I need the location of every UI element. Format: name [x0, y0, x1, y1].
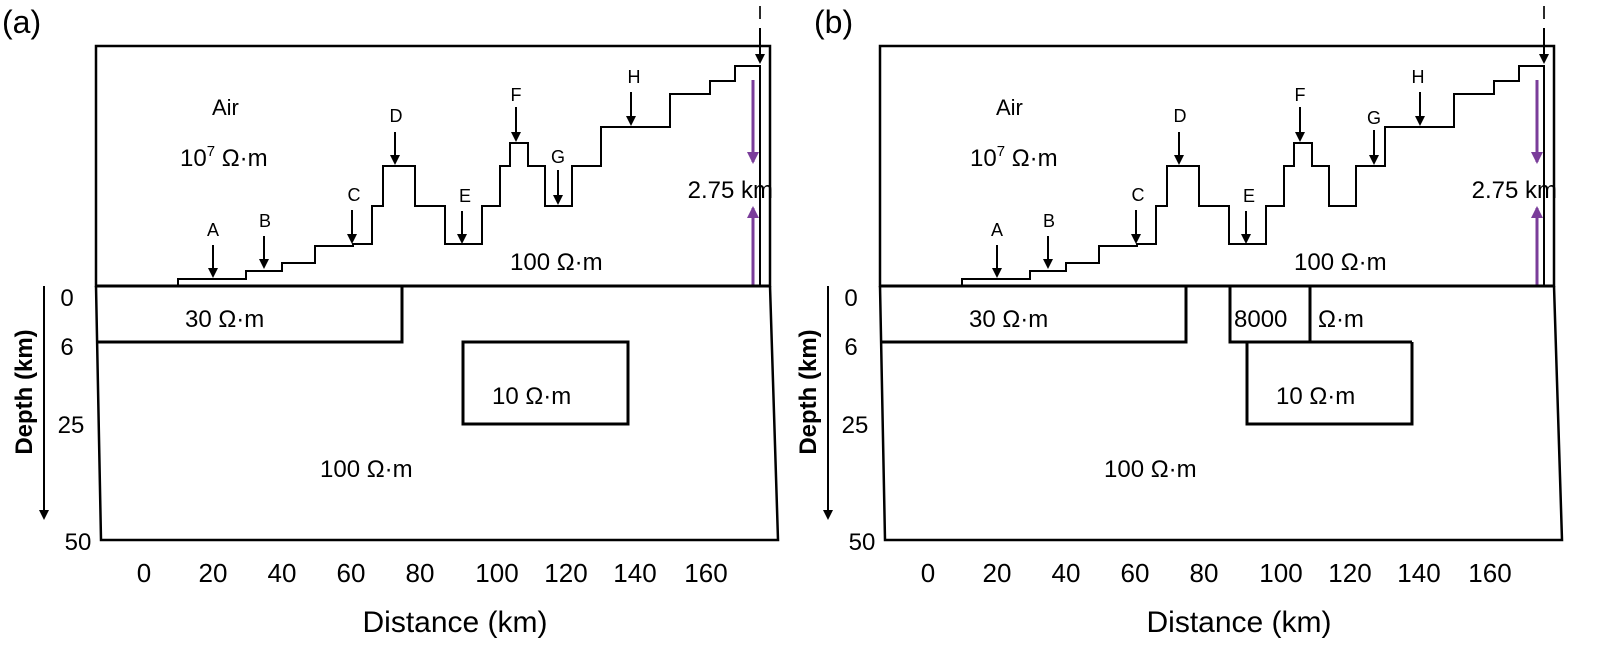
panel-b-depth-label: Depth (km): [795, 329, 822, 454]
station-c-label: C: [348, 185, 361, 205]
panel-a-depth-tick-25: 25: [58, 412, 85, 439]
station-a-label: A: [991, 220, 1003, 240]
panel-a-x-label: Distance (km): [362, 606, 547, 639]
panel-b-upper-resistivity: 100 Ω·m: [1294, 249, 1387, 276]
panel-a-x-ticks: 0 20 40 60 80 100 120 140 160: [137, 558, 728, 588]
panel-b-x-tick: 20: [983, 558, 1012, 588]
panel-b-depth-tick-25: 25: [842, 412, 869, 439]
panel-b-x-tick: 140: [1397, 558, 1440, 588]
panel-a-depth-tick-0: 0: [60, 285, 73, 312]
panel-a-depth-tick-6: 6: [60, 334, 73, 361]
panel-a-x-tick: 0: [137, 558, 151, 588]
panel-b-host100-label: 100 Ω·m: [1104, 456, 1197, 483]
panel-a-air-resistivity: 107 Ω·m: [180, 143, 268, 172]
panel-a-x-tick: 80: [406, 558, 435, 588]
station-i-label: I: [1541, 3, 1546, 23]
panel-a-layer30-label: 30 Ω·m: [185, 306, 264, 333]
station-f-label: F: [511, 85, 522, 105]
panel-b-air-label: Air: [996, 95, 1023, 120]
panel-a-x-tick: 40: [268, 558, 297, 588]
station-h-label: H: [1412, 67, 1425, 87]
panel-b-layer30-label: 30 Ω·m: [969, 306, 1048, 333]
station-e-label: E: [459, 186, 471, 206]
panel-a-x-tick: 120: [544, 558, 587, 588]
panel-a-x-tick: 60: [337, 558, 366, 588]
panel-b-x-tick: 100: [1259, 558, 1302, 588]
panel-b-x-tick: 120: [1328, 558, 1371, 588]
panel-a-host100-label: 100 Ω·m: [320, 456, 413, 483]
panel-b-block8000-value: 8000: [1234, 306, 1287, 333]
panel-a-block10-box: [461, 340, 630, 426]
panel-b-block10-box: [1245, 342, 1414, 426]
station-e-label: E: [1243, 186, 1255, 206]
panel-a-block10-label: 10 Ω·m: [492, 383, 571, 410]
station-d-label: D: [1174, 106, 1187, 126]
panel-a-depth-tick-50: 50: [65, 529, 92, 556]
station-d-label: D: [390, 106, 403, 126]
panel-b-stations: A B C D E F G H I: [991, 3, 1549, 278]
station-b-label: B: [259, 211, 271, 231]
panel-a-stations: A B C D E F G H I: [207, 3, 765, 278]
station-c-label: C: [1132, 185, 1145, 205]
panel-b-x-tick: 160: [1468, 558, 1511, 588]
panel-b-label: (b): [814, 4, 853, 40]
station-g-label: G: [1367, 108, 1381, 128]
panel-b-topography: [961, 65, 1545, 286]
panel-b-block10-label: 10 Ω·m: [1276, 383, 1355, 410]
panel-b-x-tick: 60: [1121, 558, 1150, 588]
panel-a-topography: [177, 65, 761, 286]
panel-a-depth-label: Depth (km): [11, 329, 38, 454]
panel-b-depth-tick-6: 6: [844, 334, 857, 361]
panel-a-thickness-label: 2.75 km: [688, 177, 773, 204]
station-a-label: A: [207, 220, 219, 240]
panel-a-layer30-box: [98, 286, 404, 344]
station-f-label: F: [1295, 85, 1306, 105]
panel-a-x-tick: 20: [199, 558, 228, 588]
panel-b-x-tick: 0: [921, 558, 935, 588]
panel-a-x-tick: 140: [613, 558, 656, 588]
panel-a-x-tick: 160: [684, 558, 727, 588]
panel-b-x-tick: 40: [1052, 558, 1081, 588]
panel-b-x-label: Distance (km): [1146, 606, 1331, 639]
panel-b: (b) Air 107 Ω·m A B C D E F G H I 2.7: [795, 3, 1564, 639]
station-b-label: B: [1043, 211, 1055, 231]
panel-b-layer30-box: [882, 286, 1188, 344]
panel-a: (a) Air 107 Ω·m A B C D E F G H I: [2, 3, 780, 639]
panel-b-block8000-unit: Ω·m: [1318, 306, 1364, 333]
panel-a-subsurface-box: [94, 285, 780, 542]
panel-a-upper-resistivity: 100 Ω·m: [510, 249, 603, 276]
panel-b-depth-tick-0: 0: [844, 285, 857, 312]
panel-b-x-ticks: 0 20 40 60 80 100 120 140 160: [921, 558, 1512, 588]
station-h-label: H: [628, 67, 641, 87]
panel-a-air-label: Air: [212, 95, 239, 120]
panel-b-subsurface-box: [878, 285, 1564, 542]
panel-a-x-tick: 100: [475, 558, 518, 588]
station-i-label: I: [757, 3, 762, 23]
panel-b-depth-tick-50: 50: [849, 529, 876, 556]
panel-b-air-resistivity: 107 Ω·m: [970, 143, 1058, 172]
station-g-label: G: [551, 147, 565, 167]
panel-b-block8000-box: [1228, 286, 1412, 344]
panel-a-label: (a): [2, 4, 41, 40]
panel-b-x-tick: 80: [1190, 558, 1219, 588]
panel-b-thickness-label: 2.75 km: [1472, 177, 1557, 204]
